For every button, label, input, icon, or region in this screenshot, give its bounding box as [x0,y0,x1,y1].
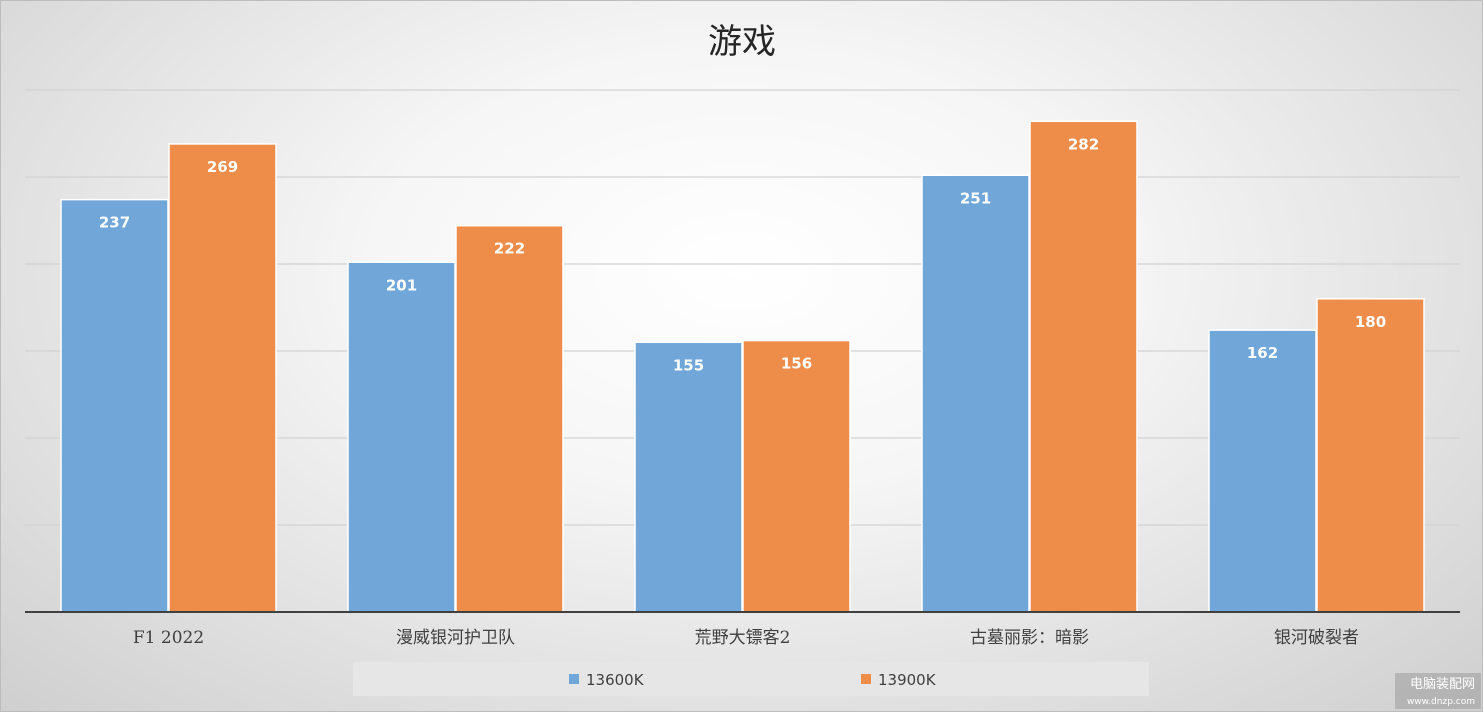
bar-13900K [455,224,564,613]
category-label: F1 2022 [133,628,204,648]
category-labels: F1 2022 漫威银河护卫队 荒野大镖客2 古墓丽影：暗影 银河破裂者 [133,628,1359,648]
bar-13900K [168,143,277,613]
value-labels: 237 269 201 222 155 156 251 282 162 180 [99,135,1386,374]
watermark: 电脑装配网 www.dnzp.com [1395,673,1481,709]
watermark-background [1395,673,1481,709]
chart-title: 游戏 [708,22,776,62]
value-label: 269 [207,158,238,176]
value-label: 180 [1355,313,1386,331]
bar-13900K [742,339,851,613]
legend: 13600K 13900K [353,662,1149,696]
legend-label: 13900K [878,671,937,689]
bar-13600K [60,198,169,613]
bar-13900K [1316,298,1425,613]
legend-box [353,662,1149,696]
legend-swatch [861,674,871,684]
category-label: 漫威银河护卫队 [396,628,515,648]
category-label: 古墓丽影：暗影 [970,628,1089,648]
value-label: 251 [960,189,991,207]
bar-13600K [921,174,1030,613]
value-label: 222 [494,240,525,258]
watermark-url: www.dnzp.com [1407,697,1475,707]
bar-13900K [1029,120,1138,613]
value-label: 237 [99,214,130,232]
watermark-text: 电脑装配网 [1410,677,1475,692]
legend-swatch [569,674,579,684]
legend-label: 13600K [586,671,645,689]
value-label: 156 [781,355,812,373]
value-label: 162 [1247,344,1278,362]
bar-13600K [1208,329,1317,613]
category-label: 荒野大镖客2 [695,628,791,648]
value-label: 201 [386,276,417,294]
value-label: 155 [673,356,704,374]
value-label: 282 [1068,135,1099,153]
bars [60,120,1425,613]
category-label: 银河破裂者 [1274,628,1359,648]
bar-13600K [634,341,743,613]
bar-13600K [347,261,456,613]
